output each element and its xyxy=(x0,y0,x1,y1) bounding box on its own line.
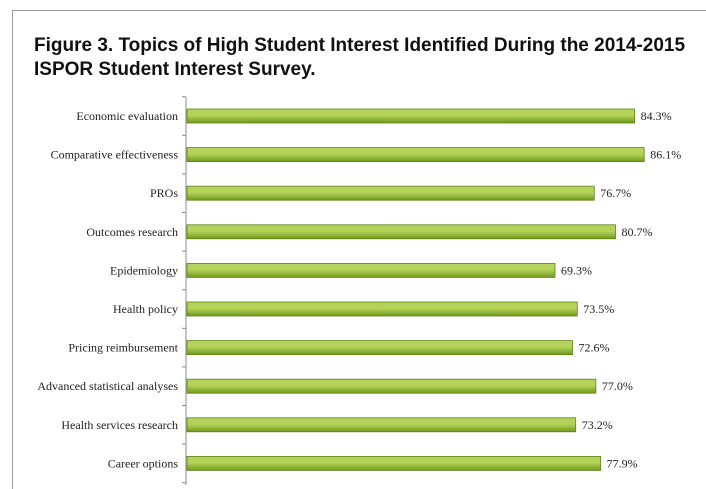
category-label: Health services research xyxy=(61,418,178,432)
bar-value-label: 69.3% xyxy=(561,263,592,277)
category-label: Economic evaluation xyxy=(76,109,178,123)
category-label: Advanced statistical analyses xyxy=(37,379,178,393)
bar-value-label: 73.5% xyxy=(583,302,614,316)
bar-value-label: 77.9% xyxy=(607,456,638,470)
bar xyxy=(186,147,645,163)
bar xyxy=(186,108,636,124)
bar-value-label: 80.7% xyxy=(622,225,653,239)
category-label: Outcomes research xyxy=(86,225,178,239)
category-label: PROs xyxy=(150,186,178,200)
category-label: Career options xyxy=(108,456,179,470)
bar xyxy=(186,378,597,394)
bar xyxy=(186,185,595,201)
bar-value-label: 76.7% xyxy=(600,186,631,200)
bar-value-label: 72.6% xyxy=(579,341,610,355)
bar xyxy=(186,301,578,317)
bar xyxy=(186,455,602,471)
bar-value-label: 86.1% xyxy=(650,148,681,162)
bar-value-label: 77.0% xyxy=(602,379,633,393)
category-label: Pricing reimbursement xyxy=(68,341,178,355)
bar-value-label: 73.2% xyxy=(582,418,613,432)
bar xyxy=(186,224,616,240)
category-label: Epidemiology xyxy=(110,263,178,277)
figure-title: Figure 3. Topics of High Student Interes… xyxy=(34,35,686,80)
category-label: Health policy xyxy=(113,302,178,316)
category-label: Comparative effectiveness xyxy=(51,148,179,162)
bar xyxy=(186,262,556,278)
bar-value-label: 84.3% xyxy=(641,109,672,123)
figure-frame xyxy=(12,10,706,489)
bar xyxy=(186,417,577,433)
bar xyxy=(186,340,573,356)
